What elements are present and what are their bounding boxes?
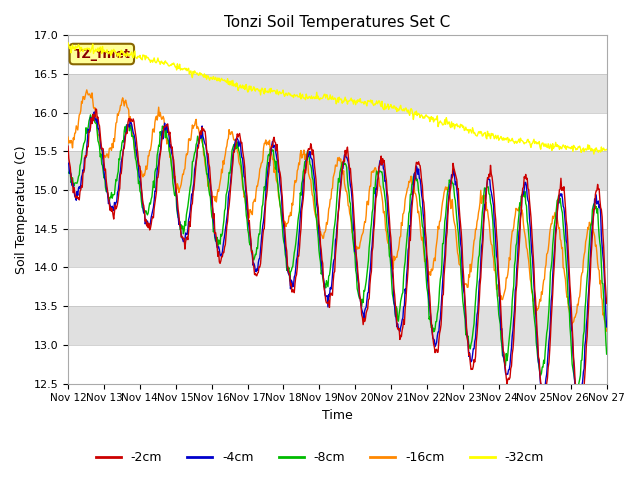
Bar <box>68 113 607 151</box>
Bar <box>68 345 607 384</box>
Text: TZ_fmet: TZ_fmet <box>74 48 131 60</box>
Y-axis label: Soil Temperature (C): Soil Temperature (C) <box>15 145 28 274</box>
Bar <box>68 190 607 229</box>
Legend: -2cm, -4cm, -8cm, -16cm, -32cm: -2cm, -4cm, -8cm, -16cm, -32cm <box>91 446 549 469</box>
Bar <box>68 36 607 74</box>
X-axis label: Time: Time <box>322 409 353 422</box>
Title: Tonzi Soil Temperatures Set C: Tonzi Soil Temperatures Set C <box>224 15 451 30</box>
Bar <box>68 267 607 306</box>
